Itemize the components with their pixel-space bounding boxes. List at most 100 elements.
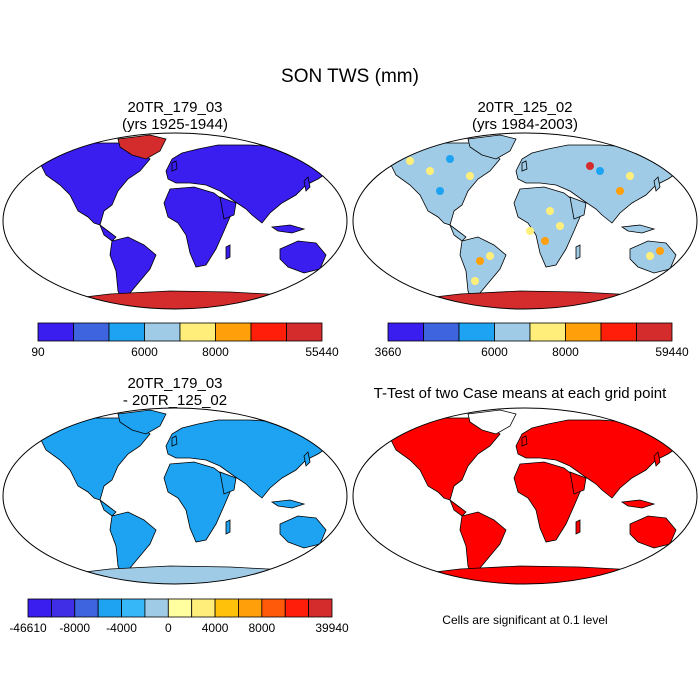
land-australia xyxy=(279,515,327,549)
colorbar-label: 0 xyxy=(165,621,172,635)
colorbar-label: -46610 xyxy=(10,621,47,635)
panel-3-title-line-1: 20TR_179_03 xyxy=(127,375,223,392)
map-outline xyxy=(2,132,348,310)
texture-patch xyxy=(406,157,414,165)
panel-4-title: T-Test of two Case means at each grid po… xyxy=(360,385,680,402)
texture-patch xyxy=(471,277,479,285)
land-madagascar xyxy=(225,519,231,535)
colorbar-label: 59440 xyxy=(655,345,689,359)
colorbar-swatch xyxy=(191,598,216,618)
colorbar-swatch xyxy=(27,598,52,618)
map-panel-3 xyxy=(2,407,348,585)
colorbar-swatch xyxy=(284,598,310,618)
land-uk xyxy=(171,160,178,172)
map-outline xyxy=(352,407,698,585)
colorbar-swatch xyxy=(215,322,252,342)
land-antarctica xyxy=(409,290,668,309)
land-uk xyxy=(171,435,178,447)
colorbar-2: 3660 6000 8000 59440 xyxy=(375,322,689,359)
colorbar-swatch xyxy=(179,322,216,342)
colorbar-1: 90 6000 8000 55440 xyxy=(31,322,339,359)
panel-2-title: 20TR_125_02 (yrs 1984-2003) xyxy=(425,99,625,133)
land-australia xyxy=(629,515,677,549)
colorbar-swatch xyxy=(423,322,460,342)
land-eurasia xyxy=(515,144,681,224)
map-panel-2 xyxy=(352,132,698,310)
land-central-america xyxy=(449,223,467,242)
land-greenland xyxy=(467,134,517,160)
land-africa xyxy=(163,461,231,543)
significance-note: Cells are significant at 0.1 level xyxy=(442,613,608,627)
colorbar-swatch xyxy=(97,598,122,618)
land-arabia xyxy=(569,196,587,220)
map-outline xyxy=(352,132,698,310)
panel-1-title-line-1: 20TR_179_03 xyxy=(127,99,223,116)
map-panel-4 xyxy=(352,407,698,585)
colorbar-swatch xyxy=(458,322,495,342)
texture-patch xyxy=(526,227,534,235)
colorbar-swatch xyxy=(73,322,110,342)
land-antarctica xyxy=(409,565,668,584)
land-japan xyxy=(303,176,311,192)
land-antarctica xyxy=(59,565,318,584)
panel-3-title: 20TR_179_03 - 20TR_125_02 xyxy=(75,375,275,409)
land-south-america xyxy=(459,511,507,577)
texture-patch xyxy=(426,167,434,175)
colorbar-label: -8000 xyxy=(59,621,90,635)
colorbar-label: 8000 xyxy=(202,345,229,359)
colorbar-swatch xyxy=(144,322,181,342)
colorbar-swatch xyxy=(250,322,287,342)
colorbar-swatch xyxy=(308,598,333,618)
land-madagascar xyxy=(225,244,231,260)
land-arabia xyxy=(219,471,237,495)
colorbar-label: 90 xyxy=(31,345,45,359)
texture-patch xyxy=(546,207,554,215)
land-central-america xyxy=(99,223,117,242)
land-eurasia xyxy=(515,419,681,499)
texture-patch xyxy=(541,237,549,245)
land-indonesia xyxy=(620,499,656,509)
colorbar-swatch xyxy=(37,322,74,342)
land-australia xyxy=(279,240,327,274)
land-new-zealand xyxy=(333,268,339,282)
texture-patch xyxy=(586,162,594,170)
land-africa xyxy=(163,186,231,268)
land-japan xyxy=(653,176,661,192)
land-indonesia xyxy=(270,499,306,509)
texture-patch xyxy=(486,252,494,260)
land-arabia xyxy=(569,471,587,495)
colorbar-swatch xyxy=(214,598,239,618)
land-central-america xyxy=(99,498,117,517)
colorbar-3: -46610 -8000 -4000 0 4000 8000 39940 xyxy=(10,598,349,635)
figure-title: SON TWS (mm) xyxy=(281,66,419,87)
colorbar-swatch xyxy=(387,322,424,342)
land-eurasia xyxy=(165,419,331,499)
land-central-america xyxy=(449,498,467,517)
land-arabia xyxy=(219,196,237,220)
colorbar-swatch xyxy=(636,322,673,342)
colorbar-label: 55440 xyxy=(305,345,339,359)
land-south-america xyxy=(109,511,157,577)
panel-3-title-line-2: - 20TR_125_02 xyxy=(122,392,228,409)
colorbar-swatch xyxy=(74,598,99,618)
land-greenland xyxy=(467,409,517,435)
colorbar-swatch xyxy=(286,322,323,342)
colorbar-swatch xyxy=(238,598,263,618)
land-new-zealand xyxy=(683,268,689,282)
colorbar-swatch xyxy=(108,322,145,342)
texture-patch xyxy=(466,172,474,180)
texture-patch xyxy=(646,252,654,260)
map-outline xyxy=(2,407,348,585)
colorbar-swatch xyxy=(494,322,531,342)
land-indonesia xyxy=(270,224,306,234)
land-japan xyxy=(303,451,311,467)
land-indonesia xyxy=(620,224,656,234)
land-antarctica xyxy=(59,290,318,309)
colorbar-swatch xyxy=(144,598,169,618)
texture-patch xyxy=(446,155,454,163)
land-africa xyxy=(513,461,581,543)
land-uk xyxy=(521,435,528,447)
colorbar-swatch xyxy=(121,598,146,618)
colorbar-label: 8000 xyxy=(248,621,275,635)
colorbar-swatch xyxy=(167,598,193,618)
